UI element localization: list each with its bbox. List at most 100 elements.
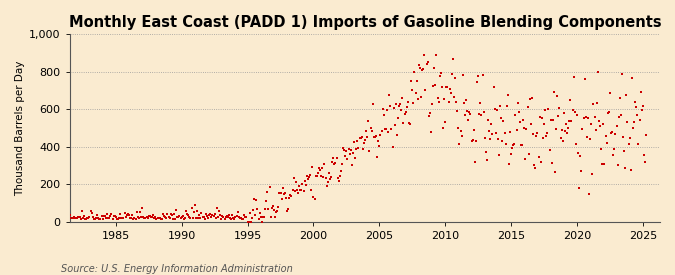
Point xyxy=(603,110,614,114)
Point xyxy=(163,214,174,219)
Point xyxy=(609,147,620,151)
Point xyxy=(456,134,467,139)
Point xyxy=(545,118,556,122)
Point xyxy=(411,79,422,83)
Point xyxy=(328,156,339,160)
Point xyxy=(433,100,444,104)
Point xyxy=(253,216,264,221)
Point xyxy=(601,141,612,145)
Point xyxy=(261,199,271,204)
Point xyxy=(558,111,569,115)
Point xyxy=(99,213,110,218)
Point xyxy=(442,85,453,89)
Point xyxy=(432,96,443,101)
Point xyxy=(297,182,308,186)
Point xyxy=(234,216,245,220)
Point xyxy=(220,215,231,219)
Point xyxy=(252,207,263,211)
Point xyxy=(383,130,394,134)
Point xyxy=(126,216,136,221)
Point xyxy=(491,108,502,112)
Point xyxy=(474,111,485,116)
Point xyxy=(534,115,545,119)
Point xyxy=(157,216,167,221)
Point xyxy=(67,216,78,220)
Point xyxy=(277,185,288,190)
Point xyxy=(90,217,101,221)
Point xyxy=(150,215,161,219)
Point xyxy=(392,133,402,138)
Point xyxy=(539,122,549,126)
Point xyxy=(341,148,352,153)
Point xyxy=(475,101,486,105)
Point xyxy=(173,214,184,219)
Point xyxy=(372,155,383,159)
Point xyxy=(251,198,262,202)
Point xyxy=(211,216,221,220)
Point xyxy=(155,216,165,220)
Point xyxy=(267,204,278,208)
Point xyxy=(202,216,213,220)
Point xyxy=(190,203,200,207)
Point xyxy=(405,122,416,126)
Point xyxy=(260,207,271,211)
Point xyxy=(450,76,460,80)
Point xyxy=(431,53,442,57)
Point xyxy=(160,215,171,219)
Point xyxy=(465,112,476,117)
Point xyxy=(269,214,280,219)
Point xyxy=(585,137,595,141)
Point xyxy=(404,121,414,125)
Point xyxy=(626,168,637,173)
Point xyxy=(124,213,134,218)
Point xyxy=(93,216,104,220)
Point xyxy=(68,215,78,220)
Point xyxy=(198,214,209,219)
Point xyxy=(605,91,616,95)
Point xyxy=(140,216,151,221)
Point xyxy=(171,207,182,212)
Point xyxy=(228,216,239,220)
Point xyxy=(115,211,126,216)
Point xyxy=(427,102,437,106)
Point xyxy=(101,216,111,220)
Point xyxy=(394,104,404,109)
Point xyxy=(300,183,311,188)
Point xyxy=(172,215,183,219)
Point xyxy=(558,138,568,143)
Point xyxy=(626,76,637,81)
Point xyxy=(61,217,72,221)
Point xyxy=(188,210,199,214)
Point xyxy=(519,126,530,130)
Point xyxy=(458,101,469,105)
Point xyxy=(386,127,397,131)
Point xyxy=(116,216,127,220)
Point xyxy=(483,117,493,122)
Point xyxy=(498,119,509,123)
Point xyxy=(211,206,222,210)
Point xyxy=(468,128,479,132)
Title: Monthly East Coast (PADD 1) Imports of Gasoline Blending Components: Monthly East Coast (PADD 1) Imports of G… xyxy=(69,15,661,30)
Point xyxy=(416,95,427,100)
Point xyxy=(587,172,598,177)
Point xyxy=(481,158,492,162)
Point xyxy=(628,126,639,131)
Point xyxy=(499,130,510,135)
Point xyxy=(199,216,210,221)
Point xyxy=(225,217,236,221)
Point xyxy=(385,104,396,108)
Point xyxy=(234,215,244,219)
Point xyxy=(423,60,433,64)
Point xyxy=(85,209,96,213)
Point xyxy=(446,91,456,95)
Point xyxy=(358,141,369,145)
Point xyxy=(327,160,338,164)
Point xyxy=(276,197,287,201)
Point xyxy=(623,142,634,147)
Point xyxy=(542,131,553,135)
Point xyxy=(389,123,400,127)
Point xyxy=(462,109,472,114)
Point xyxy=(581,135,592,139)
Point xyxy=(222,215,233,219)
Point xyxy=(511,128,522,132)
